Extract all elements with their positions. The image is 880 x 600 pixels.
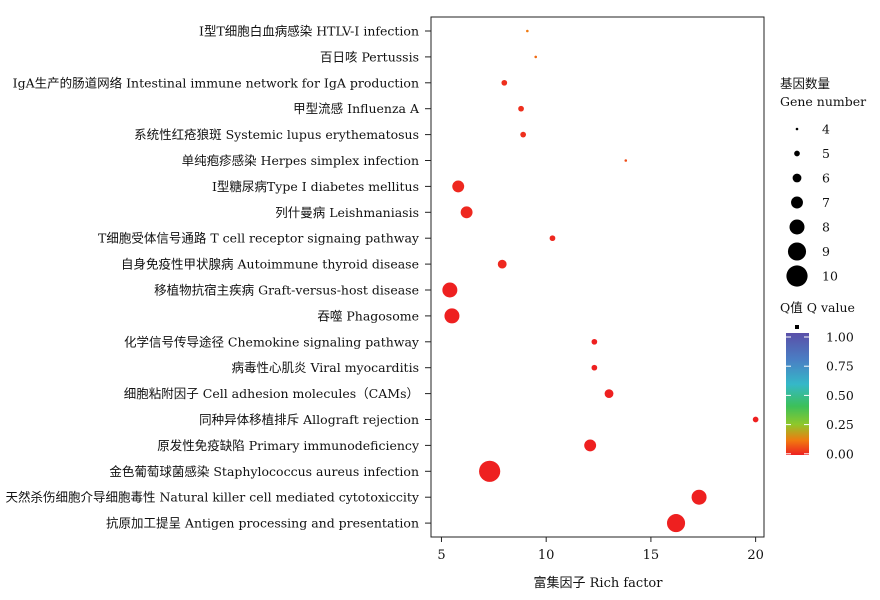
q-value-legend-label: 0.25 (826, 417, 854, 432)
bubble-point (549, 235, 556, 242)
gene-number-legend-key (795, 127, 799, 131)
plot-panel (430, 16, 765, 538)
gene-number-legend-label: 4 (822, 122, 830, 137)
bubble-point (501, 79, 508, 86)
bubble-point (591, 364, 598, 371)
y-tick-label: 甲型流感 Influenza A (293, 101, 420, 116)
y-tick-label: 原发性免疫缺陷 Primary immunodeficiency (157, 438, 420, 453)
x-tick-label: 10 (538, 548, 555, 563)
bubble-point (666, 514, 686, 533)
q-value-legend-title: Q值 Q value (780, 300, 855, 315)
x-tick-label: 5 (437, 548, 445, 563)
y-tick-label: 百日咳 Pertussis (320, 49, 419, 64)
y-tick-label: 自身免疫性甲状腺病 Autoimmune thyroid disease (121, 257, 419, 272)
y-tick-label: 化学信号传导途径 Chemokine signaling pathway (124, 334, 420, 349)
gene-number-legend-key (792, 173, 802, 183)
gene-number-legend-label: 9 (822, 244, 830, 259)
gene-number-legend-label: 8 (822, 220, 830, 235)
gene-number-legend-key (794, 150, 800, 157)
q-value-legend: Q值 Q value 1.00 0.75 0.50 0.25 0.00 (780, 300, 855, 461)
y-tick-label: 抗原加工提呈 Antigen processing and presentati… (106, 516, 419, 531)
q-value-legend-key-dot (795, 325, 799, 329)
q-value-legend-label: 0.50 (826, 388, 854, 403)
gene-number-legend-label: 6 (822, 171, 830, 186)
bubble-point (444, 308, 460, 324)
y-tick-label: 同种异体移植排斥 Allograft rejection (199, 412, 419, 427)
bubble-point (534, 55, 538, 59)
gene-number-legend-label: 5 (822, 146, 830, 161)
bubble-point (479, 460, 501, 482)
bubble-point (624, 159, 628, 162)
bubble-point (604, 389, 614, 398)
gene-number-legend-key (787, 242, 807, 261)
y-axis-labels: Ⅰ型T细胞白血病感染 HTLV-Ⅰ infection 百日咳 Pertussis… (5, 24, 419, 531)
bubble-point (752, 416, 759, 423)
bubble-point (497, 259, 507, 269)
q-value-legend-label: 0.00 (826, 446, 854, 461)
y-tick-label: Ⅰ型T细胞白血病感染 HTLV-Ⅰ infection (199, 24, 419, 39)
gene-number-legend-title-zh: 基因数量 (780, 76, 830, 91)
bubble-series (442, 29, 759, 533)
gene-number-legend-label: 10 (822, 269, 838, 284)
gene-number-legend-label: 7 (822, 195, 830, 210)
y-tick-label: Ⅰ型糖尿病Type Ⅰ diabetes mellitus (212, 179, 419, 194)
y-tick-label: 列什曼病 Leishmaniasis (275, 205, 419, 220)
y-tick-label: 系统性红疮狼斑 Systemic lupus erythematosus (134, 127, 419, 142)
x-tick-label: 15 (643, 548, 660, 563)
bubble-point (520, 131, 527, 138)
y-tick-label: 移植物抗宿主疾病 Graft-versus-host disease (154, 283, 419, 298)
gene-number-legend-key (786, 265, 808, 287)
y-tick-label: 细胞粘附因子 Cell adhesion molecules（CAMs） (124, 386, 419, 401)
gene-number-legend: 基因数量 Gene number 4 5 6 7 8 9 10 (780, 76, 866, 287)
x-tick-label: 20 (747, 548, 764, 563)
y-tick-label: 单纯疱疹感染 Herpes simplex infection (182, 153, 419, 168)
y-tick-label: 病毒性心肌炎 Viral myocarditis (232, 360, 419, 375)
q-value-colorbar (786, 333, 809, 455)
bubble-point (518, 105, 524, 112)
q-value-legend-label: 0.75 (826, 359, 854, 374)
bubble-point (460, 206, 473, 219)
bubble-point (526, 29, 529, 33)
y-tick-label: 吞噬 Phagosome (317, 308, 419, 323)
y-tick-label: 金色葡萄球菌感染 Staphylococcus aureus infection (109, 464, 419, 479)
gene-number-legend-title-en: Gene number (780, 94, 866, 109)
bubble-point (452, 180, 465, 193)
x-axis-ticks: 5 10 15 20 (437, 537, 764, 563)
y-axis-ticks (425, 30, 431, 524)
bubble-point (591, 338, 598, 345)
y-tick-label: IgA生产的肠道网络 Intestinal immune network for… (13, 75, 419, 90)
gene-number-legend-key (789, 219, 805, 235)
x-axis-title: 富集因子 Rich factor (534, 575, 664, 591)
bubble-point (584, 439, 597, 452)
q-value-legend-label: 1.00 (826, 330, 854, 345)
y-tick-label: 天然杀伤细胞介导细胞毒性 Natural killer cell mediate… (5, 490, 419, 505)
bubble-point (691, 489, 707, 505)
y-tick-label: T细胞受体信号通路 T cell receptor signaing pathw… (98, 231, 420, 246)
bubble-point (442, 282, 458, 298)
gene-number-legend-key (791, 196, 803, 209)
